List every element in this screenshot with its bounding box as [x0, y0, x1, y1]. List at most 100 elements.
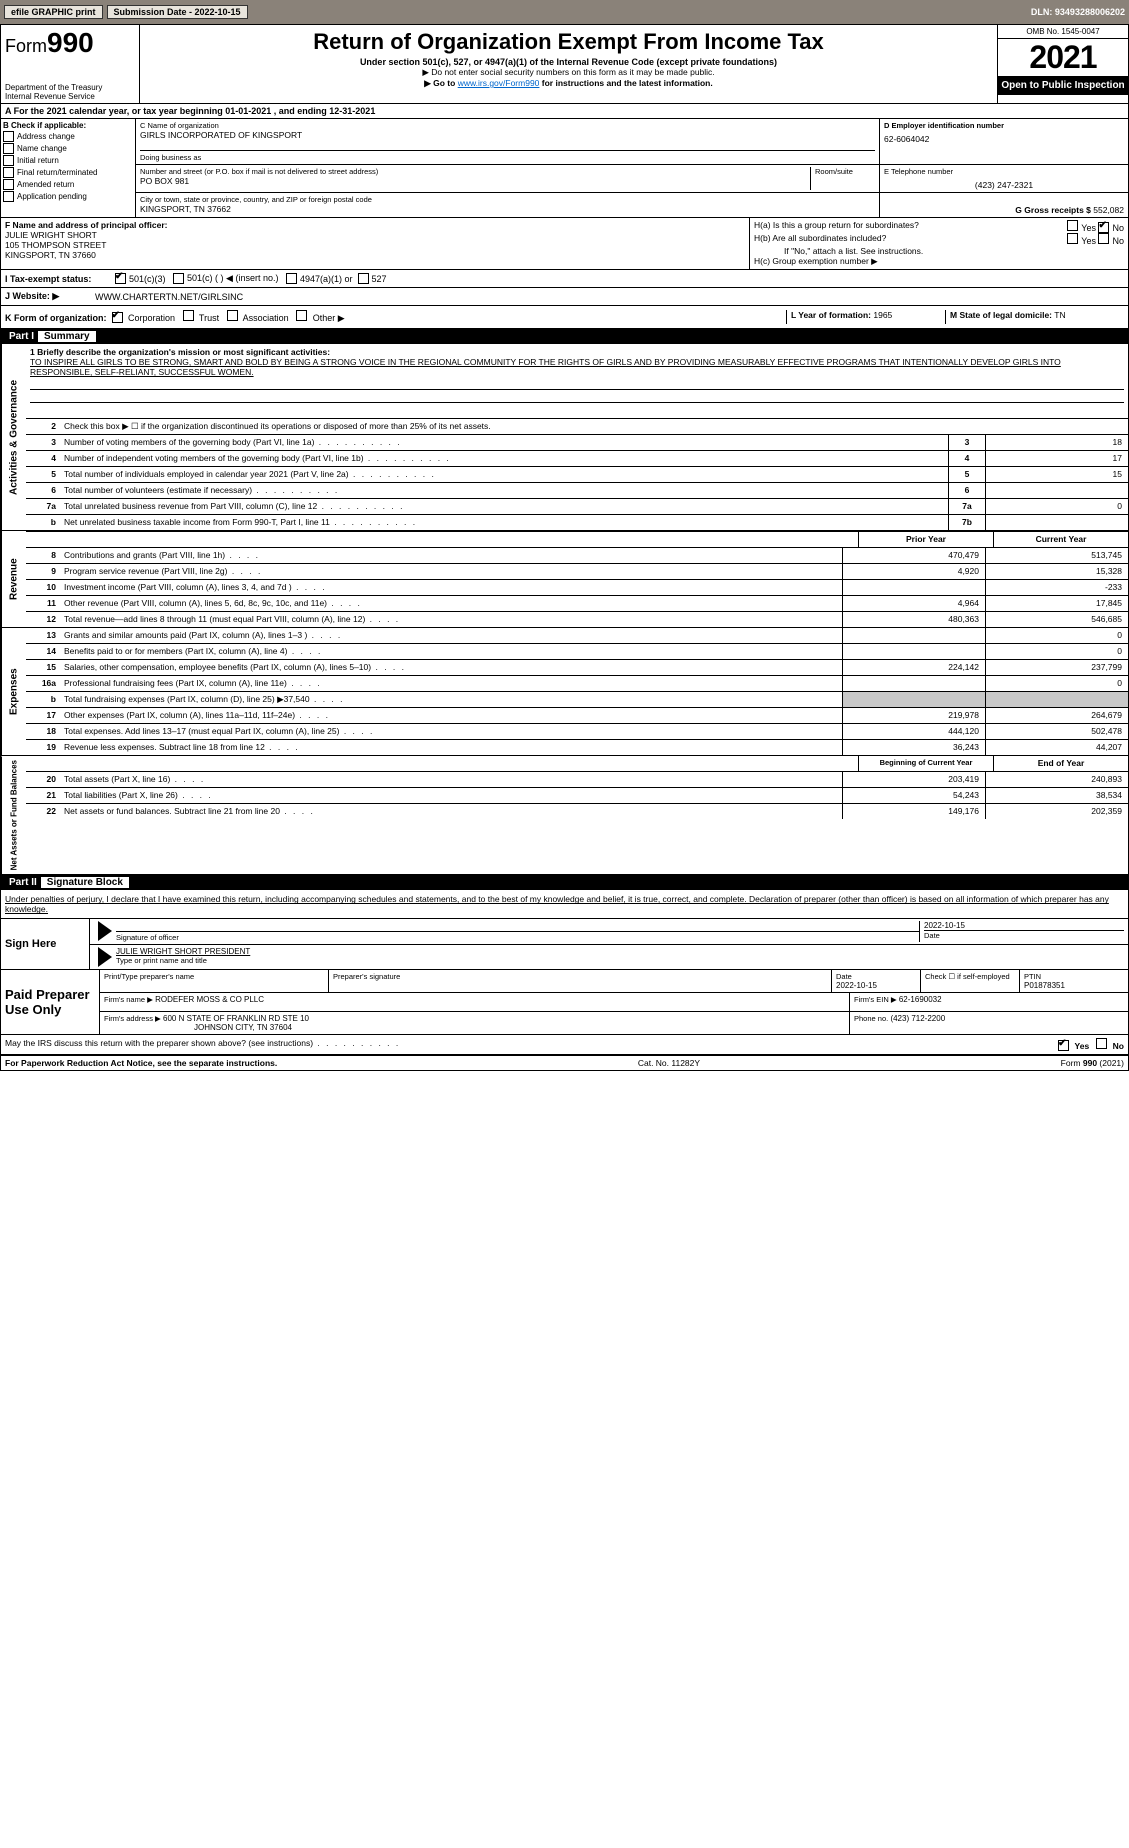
sig-intro-text: Under penalties of perjury, I declare th…	[5, 894, 1109, 914]
line-text: Total assets (Part X, line 16)	[60, 772, 842, 787]
cb-label: Name change	[17, 144, 67, 153]
sig-officer-label: Signature of officer	[116, 933, 179, 942]
no-label: No	[1113, 1041, 1124, 1051]
org-name: GIRLS INCORPORATED OF KINGSPORT	[140, 130, 875, 140]
opt-527: 527	[372, 274, 387, 284]
revenue-block: Revenue Prior Year Current Year 8Contrib…	[1, 531, 1128, 628]
cb-initial-return[interactable]: Initial return	[3, 155, 133, 166]
paperwork-notice: For Paperwork Reduction Act Notice, see …	[5, 1058, 277, 1068]
current-value: 17,845	[985, 596, 1128, 611]
mission-block: 1 Briefly describe the organization's mi…	[26, 344, 1128, 419]
cb-527[interactable]	[358, 273, 369, 284]
prep-row-1: Print/Type preparer's name Preparer's si…	[99, 970, 1128, 993]
l-value: 1965	[873, 310, 892, 320]
section-k-l-m: K Form of organization: Corporation Trus…	[1, 306, 1128, 329]
line1-label: 1 Briefly describe the organization's mi…	[30, 347, 330, 357]
cb-4947[interactable]	[286, 273, 297, 284]
cb-501c3[interactable]	[115, 273, 126, 284]
line-text: Total unrelated business revenue from Pa…	[60, 499, 948, 514]
tax-exempt-status: I Tax-exempt status: 501(c)(3) 501(c) ( …	[1, 270, 1128, 288]
prior-value: 224,142	[842, 660, 985, 675]
irs-discuss-row: May the IRS discuss this return with the…	[1, 1035, 1128, 1056]
prior-value	[842, 580, 985, 595]
side-revenue: Revenue	[1, 531, 26, 627]
m-label: M State of legal domicile:	[950, 310, 1052, 320]
line-text: Program service revenue (Part VIII, line…	[60, 564, 842, 579]
summary-line: 3Number of voting members of the governi…	[26, 435, 1128, 451]
line-num: 9	[26, 564, 60, 579]
city-label: City or town, state or province, country…	[140, 195, 875, 204]
header-left: Form990 Department of the Treasury Inter…	[1, 25, 140, 103]
line-text: Total number of individuals employed in …	[60, 467, 948, 482]
cb-discuss-no[interactable]	[1096, 1038, 1107, 1049]
cb-association[interactable]	[227, 310, 238, 321]
line-num: b	[26, 692, 60, 707]
sign-here-block: Sign Here Signature of officer 2022-10-1…	[1, 919, 1128, 970]
line-text: Total expenses. Add lines 13–17 (must eq…	[60, 724, 842, 739]
part-i-num: Part I	[9, 331, 34, 342]
prior-value: 203,419	[842, 772, 985, 787]
summary-line: 6Total number of volunteers (estimate if…	[26, 483, 1128, 499]
officer-addr2: KINGSPORT, TN 37660	[5, 250, 96, 260]
cb-corporation[interactable]	[112, 312, 123, 323]
line-num: 6	[26, 483, 60, 498]
cb-other[interactable]	[296, 310, 307, 321]
section-b-through-g: B Check if applicable: Address change Na…	[1, 119, 1128, 218]
checkbox-icon[interactable]	[1067, 233, 1078, 244]
h-c-label: H(c) Group exemption number ▶	[754, 256, 1124, 267]
line-text: Total number of volunteers (estimate if …	[60, 483, 948, 498]
line-value: 18	[985, 435, 1128, 450]
phone-value: (423) 247-2321	[884, 180, 1124, 190]
summary-line: 13Grants and similar amounts paid (Part …	[26, 628, 1128, 644]
blank	[60, 756, 858, 771]
section-f-h: F Name and address of principal officer:…	[1, 218, 1128, 270]
form-number: Form990	[5, 36, 94, 56]
year-formation: L Year of formation: 1965	[786, 310, 945, 324]
cb-final-return[interactable]: Final return/terminated	[3, 167, 133, 178]
mission-text: TO INSPIRE ALL GIRLS TO BE STRONG, SMART…	[30, 357, 1061, 377]
sig-date-label: Date	[924, 930, 1124, 940]
summary-line: 8Contributions and grants (Part VIII, li…	[26, 548, 1128, 564]
checkbox-icon[interactable]	[1098, 222, 1109, 233]
prep-date-label: Date	[836, 972, 916, 981]
current-value: 202,359	[985, 804, 1128, 819]
prior-value	[842, 676, 985, 691]
current-value: 546,685	[985, 612, 1128, 627]
line-2: 2 Check this box ▶ ☐ if the organization…	[26, 419, 1128, 435]
firm-phone: (423) 712-2200	[890, 1014, 945, 1023]
line-num: 5	[26, 467, 60, 482]
irs-label: Internal Revenue Service	[5, 92, 135, 101]
line-num: 19	[26, 740, 60, 755]
prior-value: 444,120	[842, 724, 985, 739]
line-box: 4	[948, 451, 985, 466]
d-label: D Employer identification number	[884, 121, 1124, 130]
group-return-block: H(a) Is this a group return for subordin…	[750, 218, 1128, 269]
cb-501c[interactable]	[173, 273, 184, 284]
cb-trust[interactable]	[183, 310, 194, 321]
line-box: 3	[948, 435, 985, 450]
current-value	[985, 692, 1128, 707]
cb-application-pending[interactable]: Application pending	[3, 191, 133, 202]
irs-link[interactable]: www.irs.gov/Form990	[458, 78, 540, 88]
tax-year-text: A For the 2021 calendar year, or tax yea…	[5, 106, 375, 116]
cb-discuss-yes[interactable]	[1058, 1040, 1069, 1051]
cb-amended-return[interactable]: Amended return	[3, 179, 133, 190]
open-to-public: Open to Public Inspection	[998, 76, 1128, 95]
form-footer: For Paperwork Reduction Act Notice, see …	[1, 1056, 1128, 1070]
i-label: I Tax-exempt status:	[5, 274, 115, 284]
current-value: 0	[985, 628, 1128, 643]
checkbox-icon[interactable]	[1098, 233, 1109, 244]
checkbox-icon[interactable]	[1067, 220, 1078, 231]
f-label: F Name and address of principal officer:	[5, 220, 167, 230]
discuss-text: May the IRS discuss this return with the…	[5, 1038, 400, 1051]
checkbox-icon	[3, 179, 14, 190]
sig-name-row: JULIE WRIGHT SHORT PRESIDENT Type or pri…	[89, 945, 1128, 969]
summary-line: 17Other expenses (Part IX, column (A), l…	[26, 708, 1128, 724]
efile-topbar: efile GRAPHIC print Submission Date - 20…	[0, 0, 1129, 24]
cb-address-change[interactable]: Address change	[3, 131, 133, 142]
cb-name-change[interactable]: Name change	[3, 143, 133, 154]
blank-line	[30, 403, 1124, 415]
line-box: 7a	[948, 499, 985, 514]
line-num: 8	[26, 548, 60, 563]
g-label: G Gross receipts $	[1015, 205, 1091, 215]
